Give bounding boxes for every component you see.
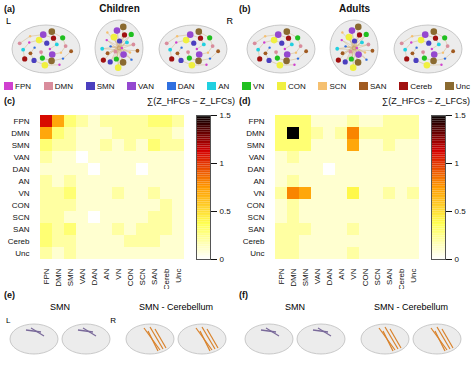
svg-text:SMN - Cerebellum: SMN - Cerebellum <box>139 302 213 312</box>
svg-text:SMN - Cerebellum: SMN - Cerebellum <box>374 302 448 312</box>
html-text:∑(Z_HFCs − Z_LFCs): ∑(Z_HFCs − Z_LFCs) <box>381 96 470 106</box>
html-text:∑(Z_HFCs − Z_LFCs): ∑(Z_HFCs − Z_LFCs) <box>146 96 235 106</box>
svg-text:SMN: SMN <box>301 268 310 286</box>
html-text:(b): (b) <box>239 4 251 14</box>
svg-text:Unc: Unc <box>250 249 264 258</box>
svg-text:VN: VN <box>18 189 29 198</box>
svg-text:Cereb: Cereb <box>162 268 171 289</box>
svg-text:SCN: SCN <box>248 213 265 222</box>
svg-text:1.5: 1.5 <box>455 111 467 120</box>
html-text:DMN: DMN <box>54 81 73 91</box>
svg-text:L: L <box>6 316 11 325</box>
svg-text:FPN: FPN <box>14 117 30 126</box>
svg-text:DAN: DAN <box>90 268 99 285</box>
svg-text:CON: CON <box>361 268 370 286</box>
svg-text:CON: CON <box>12 201 30 210</box>
svg-text:R: R <box>110 316 116 325</box>
svg-text:Unc: Unc <box>174 269 183 283</box>
svg-text:0.5: 0.5 <box>220 207 232 216</box>
svg-text:FPN: FPN <box>277 268 286 284</box>
svg-text:0: 0 <box>455 255 460 264</box>
html-text:CON: CON <box>287 81 306 91</box>
svg-text:Cereb: Cereb <box>243 237 265 246</box>
svg-text:SAN: SAN <box>248 225 265 234</box>
svg-text:Unc: Unc <box>409 269 418 283</box>
svg-text:SMN: SMN <box>285 302 305 312</box>
svg-text:AN: AN <box>102 268 111 279</box>
html-text:Cereb: Cereb <box>410 81 432 91</box>
svg-text:VAN: VAN <box>313 268 322 284</box>
html-text:AN: AN <box>218 81 230 91</box>
html-text:(c): (c) <box>4 96 15 106</box>
svg-text:DMN: DMN <box>246 129 264 138</box>
svg-text:VAN: VAN <box>249 153 265 162</box>
svg-text:AN: AN <box>337 268 346 279</box>
html-text:(f): (f) <box>239 290 248 300</box>
html-text:SAN: SAN <box>370 81 387 91</box>
svg-text:AN: AN <box>253 177 264 186</box>
svg-text:VN: VN <box>114 268 123 279</box>
svg-text:CON: CON <box>247 201 265 210</box>
svg-text:DMN: DMN <box>11 129 29 138</box>
svg-text:SAN: SAN <box>13 225 30 234</box>
svg-text:FPN: FPN <box>42 268 51 284</box>
svg-text:1.5: 1.5 <box>220 111 232 120</box>
html-text:VAN: VAN <box>138 81 154 91</box>
svg-text:DAN: DAN <box>13 165 30 174</box>
svg-text:DMN: DMN <box>54 268 63 286</box>
html-text:Adults: Adults <box>338 3 370 14</box>
svg-text:SCN: SCN <box>373 268 382 285</box>
svg-text:Cereb: Cereb <box>397 268 406 289</box>
svg-text:SCN: SCN <box>13 213 30 222</box>
svg-text:DAN: DAN <box>248 165 265 174</box>
svg-text:VN: VN <box>349 268 358 279</box>
svg-text:SCN: SCN <box>138 268 147 285</box>
svg-text:R: R <box>227 16 234 26</box>
svg-text:SMN: SMN <box>247 141 265 150</box>
svg-text:SMN: SMN <box>12 141 30 150</box>
svg-text:1: 1 <box>455 159 460 168</box>
html-text:(d): (d) <box>239 96 251 106</box>
html-text:VN: VN <box>253 81 265 91</box>
html-text:(e): (e) <box>4 290 15 300</box>
svg-text:SAN: SAN <box>150 268 159 285</box>
svg-text:1: 1 <box>220 159 225 168</box>
svg-text:AN: AN <box>18 177 29 186</box>
svg-text:DAN: DAN <box>325 268 334 285</box>
html-text:Unc: Unc <box>455 81 470 91</box>
svg-text:0: 0 <box>220 255 225 264</box>
html-text:(a): (a) <box>4 4 15 14</box>
svg-text:CON: CON <box>126 268 135 286</box>
svg-text:0.5: 0.5 <box>455 207 467 216</box>
html-text:SCN: SCN <box>329 81 347 91</box>
html-text:SMN: SMN <box>96 81 115 91</box>
svg-text:SAN: SAN <box>385 268 394 285</box>
svg-text:SMN: SMN <box>66 268 75 286</box>
svg-text:DMN: DMN <box>289 268 298 286</box>
svg-text:SMN: SMN <box>50 302 70 312</box>
html-text:FPN: FPN <box>15 81 31 91</box>
svg-text:Cereb: Cereb <box>8 237 30 246</box>
svg-text:VN: VN <box>253 189 264 198</box>
html-text:DAN: DAN <box>177 81 195 91</box>
svg-text:L: L <box>6 16 11 26</box>
svg-text:Unc: Unc <box>15 249 29 258</box>
svg-text:VAN: VAN <box>78 268 87 284</box>
html-text:Children: Children <box>99 3 140 14</box>
svg-text:FPN: FPN <box>249 117 265 126</box>
svg-text:VAN: VAN <box>14 153 30 162</box>
